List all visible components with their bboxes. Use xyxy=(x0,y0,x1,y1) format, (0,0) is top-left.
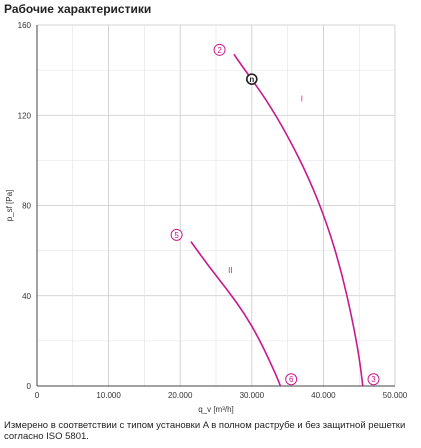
y-tick-label: 160 xyxy=(18,21,32,30)
series-curve-I xyxy=(233,53,364,387)
chart-caption: Измерено в соответствии с типом установк… xyxy=(4,420,406,442)
marker-circle xyxy=(367,373,380,386)
x-tick-label: 30.000 xyxy=(240,391,265,400)
marker-label: 6 xyxy=(289,375,294,384)
y-tick-label: 0 xyxy=(27,382,32,391)
performance-chart: 0 10.000 20.000 30.000 40.000 50.000 0 40 80 120 1… xyxy=(5,21,408,414)
marker-label: 5 xyxy=(174,231,179,240)
x-tick-label: 40.000 xyxy=(311,391,336,400)
page-title: Рабочие характеристики xyxy=(4,2,152,16)
marker-label: 3 xyxy=(371,375,376,384)
y-tick-label: 120 xyxy=(18,111,32,120)
x-axis-label: q_v [m³/h] xyxy=(198,405,234,414)
x-tick-label: 10.000 xyxy=(96,391,121,400)
x-tick-label: 20.000 xyxy=(168,391,193,400)
curve-label: II xyxy=(228,266,232,275)
marker-circle xyxy=(285,373,298,386)
series-curve-II xyxy=(190,241,282,387)
operating-point-label: n xyxy=(249,75,254,84)
y-axis-label: p_sf [Pa] xyxy=(5,190,14,222)
marker-circle xyxy=(213,43,226,56)
y-tick-label: 40 xyxy=(22,292,31,301)
x-tick-label: 50.000 xyxy=(383,391,408,400)
marker-label: 2 xyxy=(217,46,222,55)
curve-label: I xyxy=(301,95,303,104)
x-tick-label: 0 xyxy=(35,391,40,400)
y-tick-label: 80 xyxy=(22,202,31,211)
operating-point xyxy=(246,73,258,85)
marker-circle xyxy=(170,228,183,241)
